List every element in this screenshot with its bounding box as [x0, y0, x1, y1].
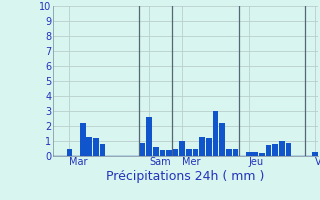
Bar — [199, 137, 205, 156]
Bar — [213, 111, 218, 156]
Bar — [67, 148, 72, 156]
Bar — [186, 148, 192, 156]
Bar — [80, 123, 85, 156]
Bar — [312, 152, 318, 156]
Bar — [279, 141, 285, 156]
Bar — [252, 152, 258, 156]
Bar — [180, 141, 185, 156]
Bar — [100, 144, 105, 156]
Bar — [146, 117, 152, 156]
Bar — [173, 148, 179, 156]
Bar — [219, 123, 225, 156]
Bar — [226, 148, 232, 156]
Bar — [93, 138, 99, 156]
Bar — [86, 137, 92, 156]
Bar — [140, 142, 145, 156]
Bar — [259, 153, 265, 156]
Bar — [153, 147, 158, 156]
Bar — [246, 152, 252, 156]
Bar — [206, 138, 212, 156]
Bar — [286, 142, 291, 156]
Bar — [233, 148, 238, 156]
Bar — [166, 150, 172, 156]
Bar — [272, 144, 278, 156]
Bar — [160, 150, 165, 156]
Bar — [266, 145, 271, 156]
Bar — [193, 148, 198, 156]
X-axis label: Précipitations 24h ( mm ): Précipitations 24h ( mm ) — [107, 170, 265, 183]
